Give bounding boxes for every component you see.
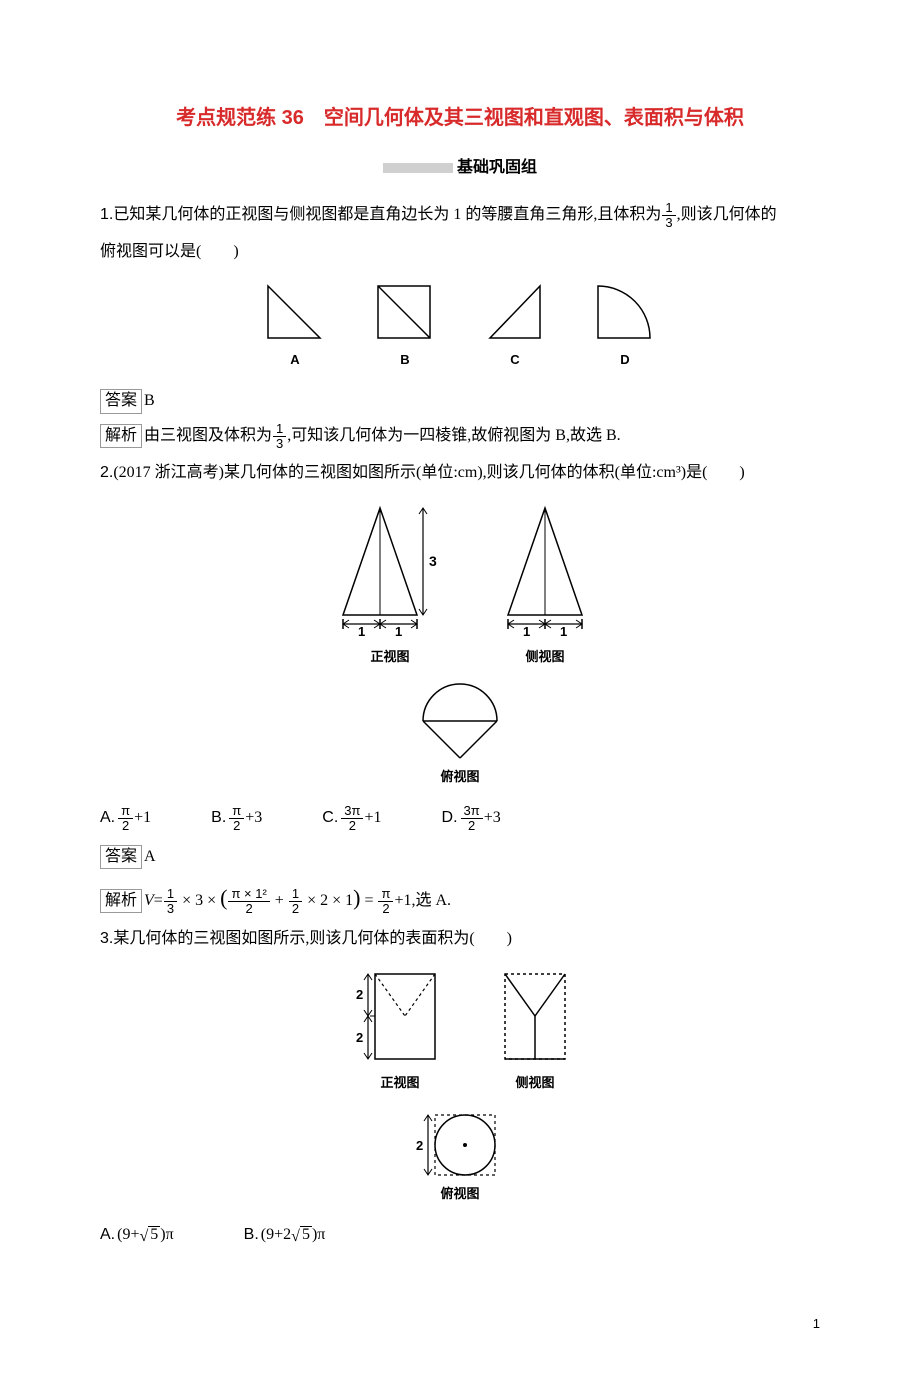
q3-stem: 3.某几何体的三视图如图所示,则该几何体的表面积为( ) [100,925,820,954]
q3-front-label: 正视图 [345,1071,455,1094]
q2-opt-a: A.π2+1 [100,804,151,833]
explain-label: 解析 [100,424,142,448]
svg-text:1: 1 [358,624,365,639]
q2-opt-b: B.π2+3 [211,804,262,833]
q3-text: 某几何体的三视图如图所示,则该几何体的表面积为( ) [113,930,512,947]
section-heading: 基础巩固组 [100,154,820,183]
q1-fig-d [590,278,660,348]
svg-text:2: 2 [416,1138,423,1153]
q1-stem-2: 俯视图可以是( ) [100,238,820,267]
answer-label: 答案 [100,389,142,413]
q1-explain-b: ,可知该几何体为一四棱锥,故俯视图为 B,故选 B. [287,427,620,444]
svg-text:1: 1 [560,624,567,639]
q2-top-view [415,683,505,765]
q1-fig-d-label: D [590,348,660,371]
q1-text-b: ,则该几何体的 [677,206,777,223]
svg-text:1: 1 [395,624,402,639]
q3-top-label: 俯视图 [405,1182,515,1205]
q1-fig-b-label: B [370,348,440,371]
q3-opt-a: A.(9+√5)π [100,1221,174,1252]
doc-title: 考点规范练 36 空间几何体及其三视图和直观图、表面积与体积 [100,100,820,136]
q3-side-view [495,966,575,1071]
answer-label: 答案 [100,845,142,869]
q2-front-label: 正视图 [325,645,455,668]
q2-answer-val: A [144,848,156,865]
q2-prefix: (2017 浙江高考)某几何体的三视图如图所示(单位:cm),则该几何体的体积(… [113,464,744,481]
q1-fig-c-label: C [480,348,550,371]
q2-figures: 3 1 1 正视图 1 1 [100,500,820,672]
q1-figures: A B C D [100,278,820,375]
q2-num: 2. [100,464,113,481]
svg-text:3: 3 [429,553,437,569]
q2-stem: 2.(2017 浙江高考)某几何体的三视图如图所示(单位:cm),则该几何体的体… [100,459,820,488]
q1-text-a: 已知某几何体的正视图与侧视图都是直角边长为 1 的等腰直角三角形,且体积为 [113,206,661,223]
q1-stem: 1.已知某几何体的正视图与侧视图都是直角边长为 1 的等腰直角三角形,且体积为1… [100,201,820,230]
q3-side-label: 侧视图 [495,1071,575,1094]
q1-explain-frac: 13 [273,422,286,450]
q3-front-view: 2 2 [345,966,455,1071]
q3-opt-b: B.(9+2√5)π [244,1221,326,1252]
q3-top-view-row: 2 俯视图 [100,1110,820,1209]
q2-options: A.π2+1 B.π2+3 C.3π2+1 D.3π2+3 [100,804,820,833]
q2-top-label: 俯视图 [415,765,505,788]
q2-side-view: 1 1 [495,500,595,645]
page-number: 1 [100,1312,820,1335]
q1-explain-a: 由三视图及体积为 [144,427,272,444]
q1-explain: 解析由三视图及体积为13,可知该几何体为一四棱锥,故俯视图为 B,故选 B. [100,422,820,451]
svg-text:2: 2 [356,1030,363,1045]
svg-text:2: 2 [356,987,363,1002]
q2-top-view-row: 俯视图 [100,683,820,792]
q3-options: A.(9+√5)π B.(9+2√5)π [100,1221,820,1252]
q1-frac: 13 [662,201,675,229]
q1-answer: 答案B [100,387,820,416]
q1-fig-a [260,278,330,348]
q2-side-label: 侧视图 [495,645,595,668]
q1-fig-b [370,278,440,348]
q3-top-view: 2 [405,1110,515,1182]
q2-front-view: 3 1 1 [325,500,455,645]
q1-fig-a-label: A [260,348,330,371]
q1-num: 1. [100,206,113,223]
q2-answer: 答案A [100,843,820,872]
q3-figures: 2 2 正视图 侧视图 [100,966,820,1098]
q2-explain: 解析V=13 × 3 × (π × 1²2 + 12 × 2 × 1) = π2… [100,878,820,918]
q2-opt-d: D.3π2+3 [442,804,501,833]
q3-num: 3. [100,930,113,947]
svg-text:1: 1 [523,624,530,639]
q1-answer-val: B [144,392,155,409]
q2-v-var: V [144,892,154,909]
q2-opt-c: C.3π2+1 [322,804,381,833]
q1-fig-c [480,278,550,348]
explain-label: 解析 [100,889,142,913]
